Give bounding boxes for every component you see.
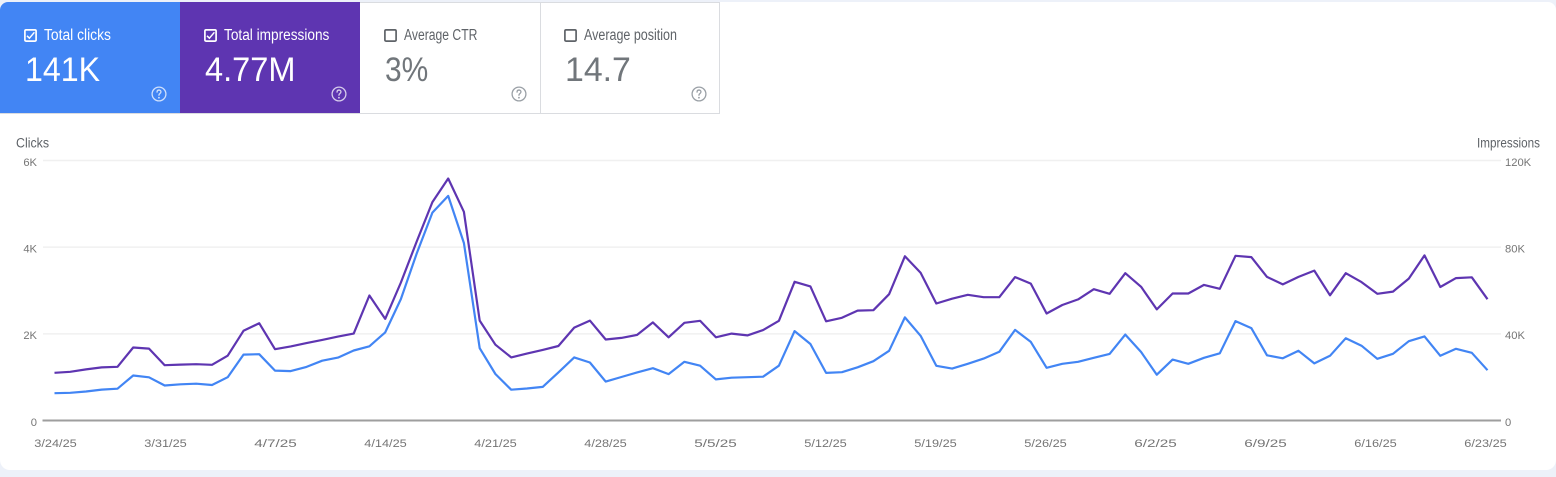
svg-text:5/5/25: 5/5/25 xyxy=(694,438,737,450)
svg-text:4K: 4K xyxy=(23,244,37,256)
svg-text:6/9/25: 6/9/25 xyxy=(1244,438,1287,450)
svg-text:5/12/25: 5/12/25 xyxy=(804,438,847,450)
svg-text:40K: 40K xyxy=(1505,330,1525,342)
svg-text:Impressions: Impressions xyxy=(1477,136,1540,151)
svg-text:0: 0 xyxy=(31,417,37,429)
svg-text:4/7/25: 4/7/25 xyxy=(254,438,297,450)
svg-text:6/2/25: 6/2/25 xyxy=(1134,438,1177,450)
svg-text:6K: 6K xyxy=(23,157,37,169)
svg-text:6/16/25: 6/16/25 xyxy=(1354,438,1397,450)
svg-text:5/19/25: 5/19/25 xyxy=(914,438,957,450)
svg-text:80K: 80K xyxy=(1505,244,1525,256)
svg-text:2K: 2K xyxy=(23,330,37,342)
svg-text:0: 0 xyxy=(1505,417,1511,429)
svg-text:3/31/25: 3/31/25 xyxy=(144,438,187,450)
svg-text:120K: 120K xyxy=(1505,157,1532,169)
svg-text:4/21/25: 4/21/25 xyxy=(474,438,517,450)
svg-text:6/23/25: 6/23/25 xyxy=(1464,438,1507,450)
svg-text:5/26/25: 5/26/25 xyxy=(1024,438,1067,450)
svg-text:4/14/25: 4/14/25 xyxy=(364,438,407,450)
svg-text:3/24/25: 3/24/25 xyxy=(34,438,77,450)
svg-text:4/28/25: 4/28/25 xyxy=(584,438,627,450)
svg-text:Clicks: Clicks xyxy=(16,136,49,151)
